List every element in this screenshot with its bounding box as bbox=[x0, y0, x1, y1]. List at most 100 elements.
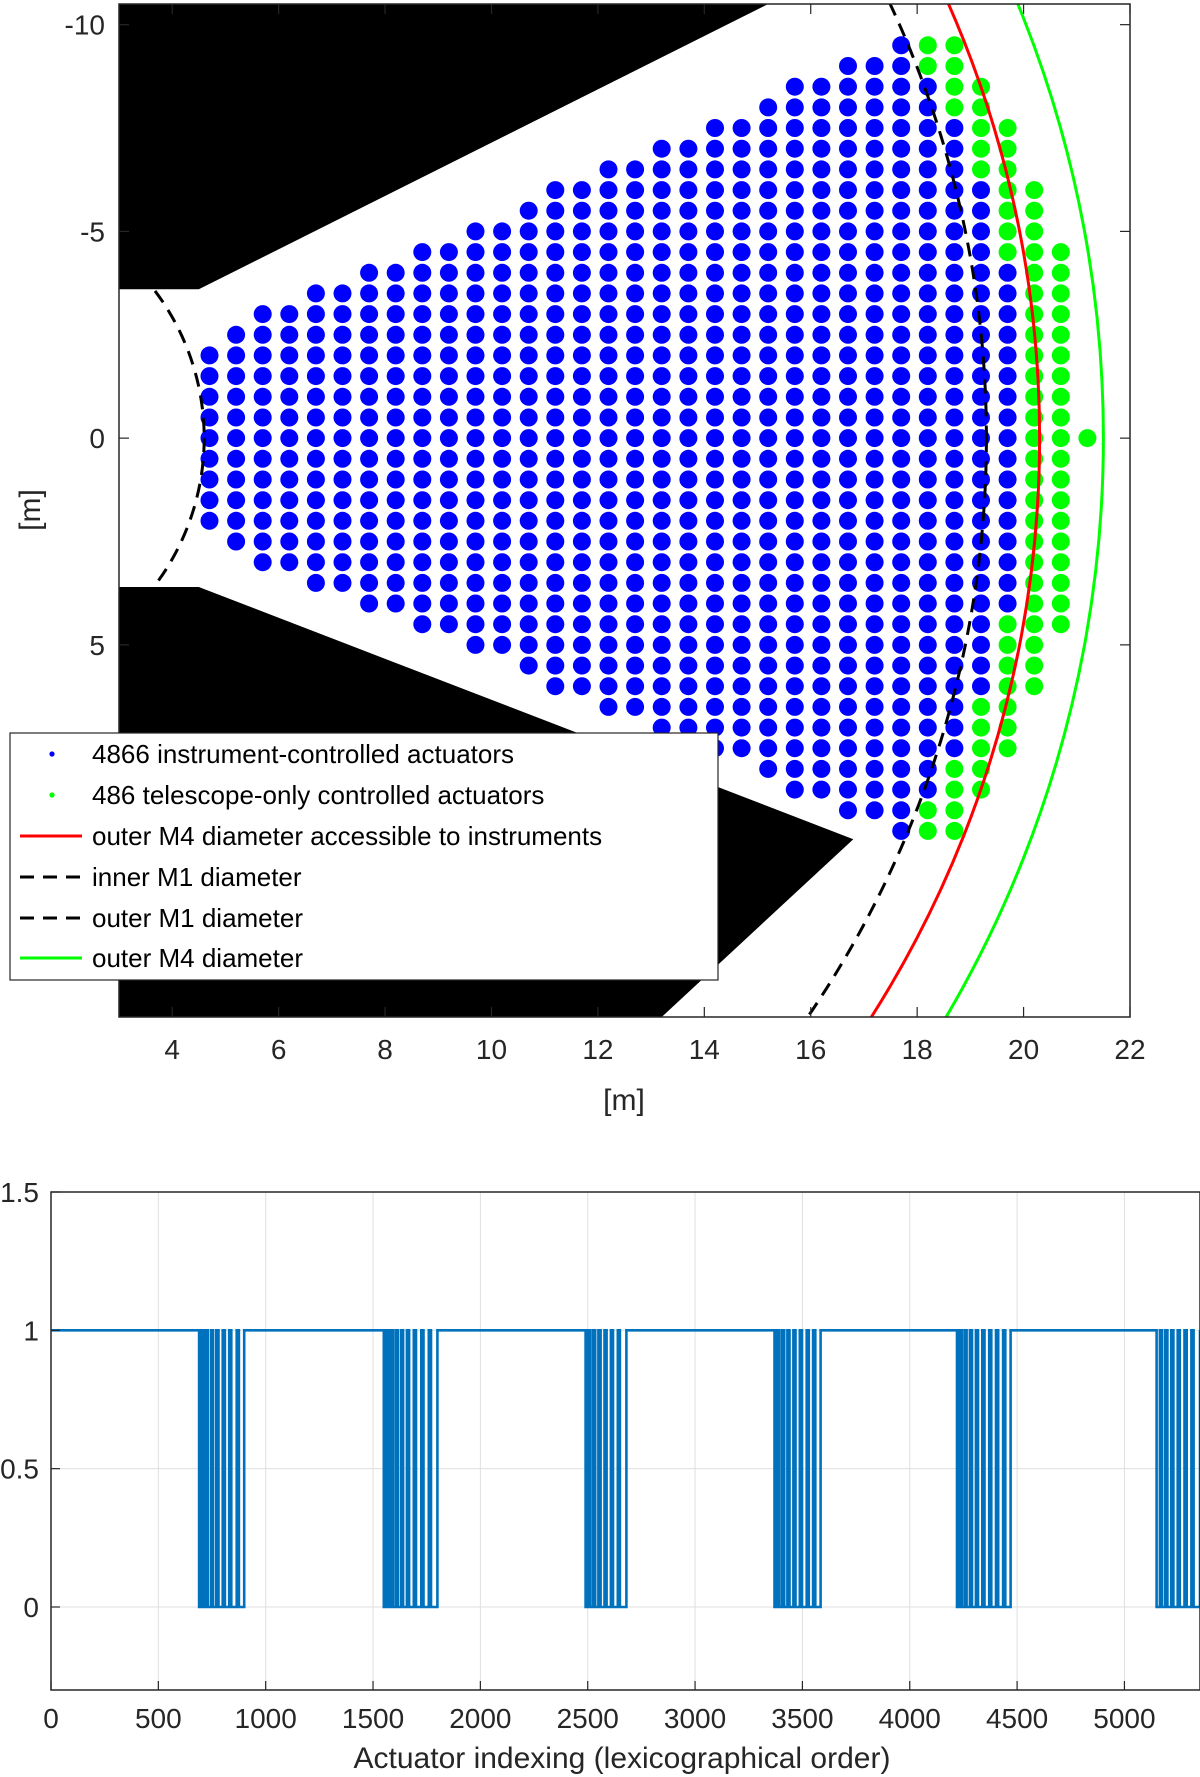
blue-actuator-606 bbox=[865, 656, 884, 675]
blue-actuator-530 bbox=[812, 594, 831, 613]
blue-actuator-198 bbox=[519, 367, 538, 386]
blue-actuator-417 bbox=[732, 346, 751, 365]
legend-label-5: outer M4 diameter bbox=[92, 943, 303, 973]
blue-actuator-549 bbox=[839, 243, 857, 262]
blue-actuator-2 bbox=[200, 387, 219, 406]
blue-actuator-644 bbox=[892, 656, 911, 675]
blue-actuator-734 bbox=[972, 491, 990, 510]
plot-frame-2 bbox=[50, 1191, 1200, 1691]
blue-actuator-718 bbox=[945, 739, 964, 758]
blue-actuator-490 bbox=[785, 491, 804, 510]
blue-actuator-491 bbox=[785, 511, 804, 530]
blue-actuator-245 bbox=[572, 325, 591, 344]
legend-marker-1 bbox=[49, 792, 55, 798]
blue-actuator-414 bbox=[732, 284, 751, 303]
blue-actuator-85 bbox=[360, 449, 379, 468]
x-tick-label-1: 20 bbox=[1008, 1034, 1039, 1065]
blue-actuator-743 bbox=[972, 677, 990, 696]
blue-actuator-603 bbox=[865, 594, 884, 613]
blue-actuator-676 bbox=[918, 553, 937, 572]
blue-actuator-659 bbox=[918, 201, 937, 220]
blue-actuator-313 bbox=[626, 635, 645, 654]
blue-actuator-545 bbox=[839, 160, 857, 179]
blue-actuator-203 bbox=[519, 470, 538, 489]
blue-actuator-262 bbox=[572, 677, 591, 696]
blue-actuator-173 bbox=[493, 305, 512, 324]
blue-actuator-69 bbox=[333, 449, 352, 468]
blue-actuator-497 bbox=[785, 635, 804, 654]
blue-actuator-740 bbox=[972, 615, 990, 634]
green-actuator-54 bbox=[1025, 553, 1044, 572]
blue-actuator-576 bbox=[839, 801, 857, 820]
blue-actuator-99 bbox=[386, 387, 405, 406]
blue-actuator-424 bbox=[732, 491, 751, 510]
blue-actuator-627 bbox=[892, 305, 911, 324]
blue-actuator-271 bbox=[599, 325, 618, 344]
blue-actuator-88 bbox=[360, 511, 379, 530]
blue-actuator-302 bbox=[626, 408, 645, 427]
blue-actuator-101 bbox=[386, 429, 405, 448]
blue-actuator-350 bbox=[679, 222, 698, 241]
blue-actuator-111 bbox=[413, 263, 432, 282]
blue-actuator-582 bbox=[865, 160, 884, 179]
blue-actuator-16 bbox=[227, 470, 246, 489]
blue-actuator-607 bbox=[865, 677, 884, 696]
blue-actuator-295 bbox=[626, 263, 645, 282]
blue-actuator-61 bbox=[333, 284, 352, 303]
blue-actuator-619 bbox=[892, 139, 911, 158]
blue-actuator-314 bbox=[626, 656, 645, 675]
blue-actuator-693 bbox=[945, 222, 964, 241]
blue-actuator-239 bbox=[572, 201, 591, 220]
blue-actuator-133 bbox=[439, 325, 458, 344]
blue-actuator-510 bbox=[812, 181, 831, 200]
blue-actuator-432 bbox=[732, 656, 751, 675]
blue-actuator-265 bbox=[599, 201, 618, 220]
blue-actuator-134 bbox=[439, 346, 458, 365]
blue-actuator-438 bbox=[759, 119, 778, 137]
blue-actuator-550 bbox=[839, 263, 857, 282]
blue-actuator-1 bbox=[200, 367, 219, 386]
green-actuator-3 bbox=[918, 821, 937, 840]
blue-actuator-546 bbox=[839, 181, 857, 200]
blue-actuator-266 bbox=[599, 222, 618, 241]
blue-actuator-555 bbox=[839, 367, 857, 386]
blue-actuator-426 bbox=[732, 532, 751, 551]
blue-actuator-82 bbox=[360, 387, 379, 406]
blue-actuator-471 bbox=[785, 98, 804, 117]
blue-actuator-450 bbox=[759, 367, 778, 386]
blue-actuator-444 bbox=[759, 243, 778, 262]
blue-actuator-725 bbox=[972, 305, 990, 324]
blue-actuator-360 bbox=[679, 429, 698, 448]
x-tick-label-2: 4000 bbox=[879, 1703, 941, 1734]
blue-actuator-757 bbox=[998, 532, 1017, 551]
green-actuator-16 bbox=[972, 160, 990, 179]
blue-actuator-129 bbox=[439, 243, 458, 262]
blue-actuator-122 bbox=[413, 491, 432, 510]
blue-actuator-661 bbox=[918, 243, 937, 262]
x-tick-label-1: 8 bbox=[377, 1034, 393, 1065]
blue-actuator-32 bbox=[253, 553, 272, 572]
blue-actuator-477 bbox=[785, 222, 804, 241]
blue-actuator-259 bbox=[572, 615, 591, 634]
blue-actuator-481 bbox=[785, 305, 804, 324]
green-actuator-26 bbox=[998, 201, 1017, 220]
blue-actuator-119 bbox=[413, 429, 432, 448]
blue-actuator-305 bbox=[626, 470, 645, 489]
blue-actuator-309 bbox=[626, 553, 645, 572]
blue-actuator-552 bbox=[839, 305, 857, 324]
blue-actuator-436 bbox=[732, 739, 751, 758]
blue-actuator-664 bbox=[918, 305, 937, 324]
blue-actuator-273 bbox=[599, 367, 618, 386]
blue-actuator-299 bbox=[626, 346, 645, 365]
blue-actuator-279 bbox=[599, 491, 618, 510]
blue-actuator-39 bbox=[280, 429, 299, 448]
blue-actuator-522 bbox=[812, 429, 831, 448]
blue-actuator-284 bbox=[599, 594, 618, 613]
blue-actuator-106 bbox=[386, 532, 405, 551]
blue-actuator-365 bbox=[679, 532, 698, 551]
blue-actuator-268 bbox=[599, 263, 618, 282]
blue-actuator-364 bbox=[679, 511, 698, 530]
blue-actuator-482 bbox=[785, 325, 804, 344]
blue-actuator-233 bbox=[546, 594, 565, 613]
blue-actuator-125 bbox=[413, 553, 432, 572]
